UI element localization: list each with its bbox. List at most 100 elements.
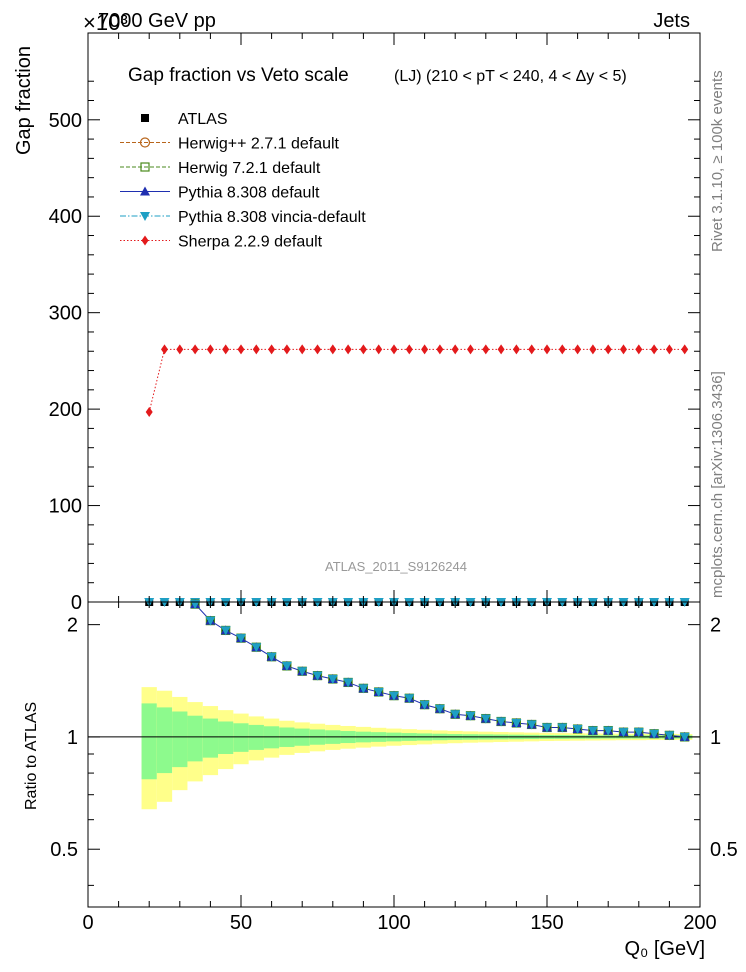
ratio-point-vincia xyxy=(373,687,384,697)
main-panel: 0 100 200 300 400 500 Gap fraction vs Veto sc… xyxy=(49,32,701,614)
rivet-label: Rivet 3.1.10, ≥ 100k events xyxy=(709,70,726,252)
ratio-point-vincia xyxy=(434,704,445,714)
ratio-point-vincia xyxy=(618,728,629,738)
ratio-y-tick-label-right: 0.5 xyxy=(710,839,738,861)
sherpa-point xyxy=(329,344,337,355)
ratio-point-vincia xyxy=(496,717,507,727)
x-tick-label: 100 xyxy=(377,912,410,934)
sherpa-point xyxy=(405,344,413,355)
ratio-point-vincia xyxy=(297,667,308,677)
ratio-y-tick-label-right: 2 xyxy=(710,615,721,637)
sherpa-point xyxy=(543,344,551,355)
sherpa-point xyxy=(574,344,582,355)
ratio-point-vincia xyxy=(343,678,354,688)
ratio-y-tick-label: 0.5 xyxy=(50,839,78,861)
legend-label: Pythia 8.308 default xyxy=(178,185,320,202)
uncertainty-band-green xyxy=(187,715,203,762)
main-y-axis: 0 100 200 300 400 500 xyxy=(49,80,700,614)
ratio-point-vincia xyxy=(419,700,430,710)
sherpa-point xyxy=(650,344,658,355)
x-tick-label: 50 xyxy=(230,912,252,934)
y-tick-label: 0 xyxy=(71,592,82,614)
ratio-point-vincia xyxy=(312,671,323,681)
ratio-point-vincia xyxy=(664,731,675,741)
header-left: 7000 GeV pp xyxy=(98,10,216,32)
ratio-point-vincia xyxy=(266,652,277,662)
ratio-point-vincia xyxy=(480,714,491,724)
mcplots-label: mcplots.cern.ch [arXiv:1306.3436] xyxy=(709,371,726,598)
x-tick-label: 150 xyxy=(530,912,563,934)
main-x-axis xyxy=(87,33,701,602)
sherpa-point xyxy=(314,344,321,355)
sherpa-point xyxy=(283,344,291,355)
sherpa-point xyxy=(298,344,306,355)
x-tick-label: 0 xyxy=(82,912,93,934)
ratio-point-vincia xyxy=(220,626,231,636)
header-right: Jets xyxy=(653,10,690,32)
y-tick-label: 300 xyxy=(49,303,82,325)
sherpa-point xyxy=(375,344,383,355)
ratio-point-vincia xyxy=(633,728,644,738)
legend: ATLAS Herwig++ 2.7.1 default Herwig 7.2.1 … xyxy=(120,111,366,251)
sherpa-point xyxy=(222,344,230,355)
y-tick-label: 200 xyxy=(49,399,82,421)
ratio-point-vincia xyxy=(679,732,690,742)
legend-marker xyxy=(140,212,150,221)
ratio-y-axis: 0.5 0.5 1 1 2 2 xyxy=(50,615,738,886)
ratio-point-vincia xyxy=(281,661,292,671)
x-axis-title: Q₀ [GeV] xyxy=(624,938,705,960)
ratio-y-tick-label: 2 xyxy=(67,615,78,637)
ratio-y-tick-label: 1 xyxy=(67,727,78,749)
sherpa-point xyxy=(620,344,627,355)
sherpa-point xyxy=(482,344,490,355)
ratio-point-vincia xyxy=(450,710,461,720)
chart-subtitle: (LJ) (210 < pT < 240, 4 < Δy < 5) xyxy=(394,68,627,85)
ratio-point-vincia xyxy=(465,711,476,721)
legend-marker xyxy=(140,162,150,172)
legend-marker xyxy=(141,235,149,246)
ratio-point-vincia xyxy=(205,616,216,626)
y-tick-label: 100 xyxy=(49,496,82,518)
legend-marker xyxy=(140,186,150,196)
sherpa-point xyxy=(467,344,474,355)
ratio-point-vincia xyxy=(526,720,537,730)
sherpa-point xyxy=(252,344,260,355)
ratio-panel: 0.5 0.5 1 1 2 2 0 50 100 150 200 xyxy=(50,599,738,934)
sherpa-point xyxy=(344,344,352,355)
legend-label: Pythia 8.308 vincia-default xyxy=(178,209,366,226)
legend-label: Sherpa 2.2.9 default xyxy=(178,234,323,251)
ratio-x-axis: 0 50 100 150 200 xyxy=(82,602,717,934)
sherpa-point xyxy=(528,344,536,355)
y-axis-title-main: Gap fraction xyxy=(13,46,35,155)
y-tick-label: 500 xyxy=(49,110,82,132)
sherpa-point xyxy=(161,344,168,355)
ratio-line xyxy=(194,603,685,738)
ratio-point-vincia xyxy=(542,723,552,733)
ratio-y-tick-label-right: 1 xyxy=(710,727,721,749)
uncertainty-band-green xyxy=(172,711,188,768)
y-axis-title-ratio: Ratio to ATLAS xyxy=(23,702,40,810)
x-axis-title-text: Q₀ [GeV] xyxy=(624,938,705,960)
sherpa-point xyxy=(451,344,459,355)
sherpa-point xyxy=(558,344,566,355)
sherpa-point xyxy=(268,344,276,355)
legend-label: Herwig++ 2.7.1 default xyxy=(178,136,340,153)
ratio-point-vincia xyxy=(511,718,522,728)
uncertainty-band-green xyxy=(141,703,157,780)
sherpa-point xyxy=(589,344,597,355)
uncertainty-band-green xyxy=(156,707,173,774)
ratio-point-vincia xyxy=(649,729,660,739)
ratio-plot-content xyxy=(88,599,700,810)
sherpa-point xyxy=(237,344,245,355)
sherpa-point xyxy=(176,344,184,355)
sherpa-point xyxy=(206,344,214,355)
x-tick-label: 200 xyxy=(683,912,716,934)
sherpa-point xyxy=(512,344,520,355)
ratio-point-vincia xyxy=(572,725,583,735)
legend-marker xyxy=(141,114,149,122)
sherpa-point xyxy=(436,344,444,355)
sherpa-line xyxy=(148,348,685,413)
analysis-watermark: ATLAS_2011_S9126244 xyxy=(325,559,467,574)
ratio-point-vincia xyxy=(557,723,568,733)
